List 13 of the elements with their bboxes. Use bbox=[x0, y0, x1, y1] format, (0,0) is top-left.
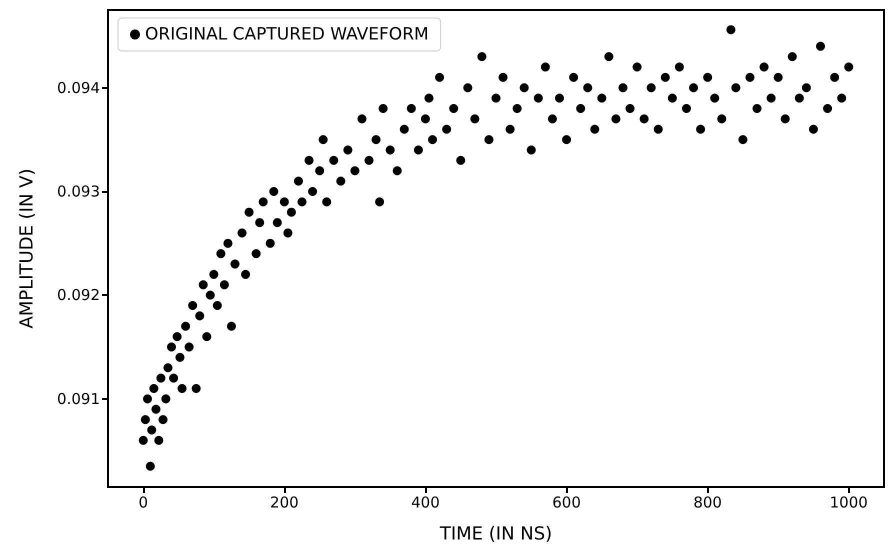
y-tick-label: 0.091 bbox=[57, 390, 100, 408]
y-tick-label: 0.093 bbox=[57, 182, 100, 200]
x-tick-label: 800 bbox=[693, 494, 722, 512]
x-tick-label: 0 bbox=[138, 494, 148, 512]
x-tick-label: 400 bbox=[411, 494, 440, 512]
y-axis-title: AMPLITUDE (IN V) bbox=[16, 168, 38, 329]
y-tick-label: 0.092 bbox=[57, 286, 100, 304]
x-tick-label: 1000 bbox=[830, 494, 868, 512]
x-tick-label: 600 bbox=[552, 494, 581, 512]
legend-label: ORIGINAL CAPTURED WAVEFORM bbox=[145, 24, 429, 44]
x-axis-title: TIME (IN NS) bbox=[438, 524, 552, 544]
y-tick-label: 0.094 bbox=[57, 78, 100, 97]
x-tick-label: 200 bbox=[270, 494, 299, 512]
